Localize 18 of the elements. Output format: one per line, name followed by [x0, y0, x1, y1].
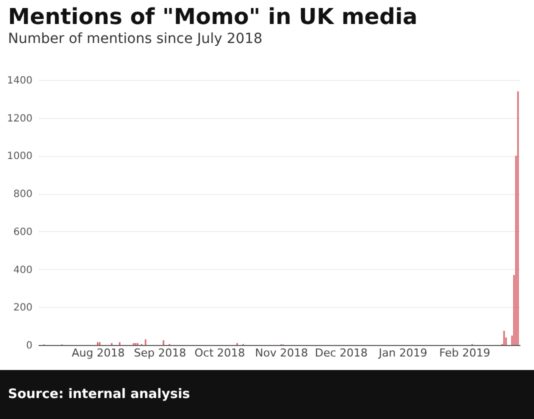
x-tick-label: Nov 2018 [255, 346, 308, 360]
x-tick-label: Dec 2018 [314, 346, 368, 360]
y-tick-label: 200 [13, 302, 32, 314]
y-tick-label: 800 [13, 189, 32, 200]
x-tick-label: Oct 2018 [194, 346, 246, 360]
x-tick-label: Sep 2018 [134, 346, 186, 360]
x-tick-label: Jan 2019 [378, 346, 428, 360]
chart-title: Mentions of "Momo" in UK media [8, 5, 418, 30]
y-tick-label: 400 [13, 264, 32, 276]
y-tick-label: 1000 [7, 151, 32, 162]
chart-subtitle: Number of mentions since July 2018 [8, 31, 262, 47]
source-note: Source: internal analysis [0, 370, 534, 419]
y-tick-label: 600 [13, 226, 32, 238]
x-tick-label: Aug 2018 [72, 346, 125, 360]
y-tick-label: 1200 [7, 113, 32, 124]
y-tick-label: 1400 [7, 76, 32, 86]
y-tick-label: 0 [26, 340, 32, 352]
x-tick-label: Feb 2019 [439, 346, 490, 360]
